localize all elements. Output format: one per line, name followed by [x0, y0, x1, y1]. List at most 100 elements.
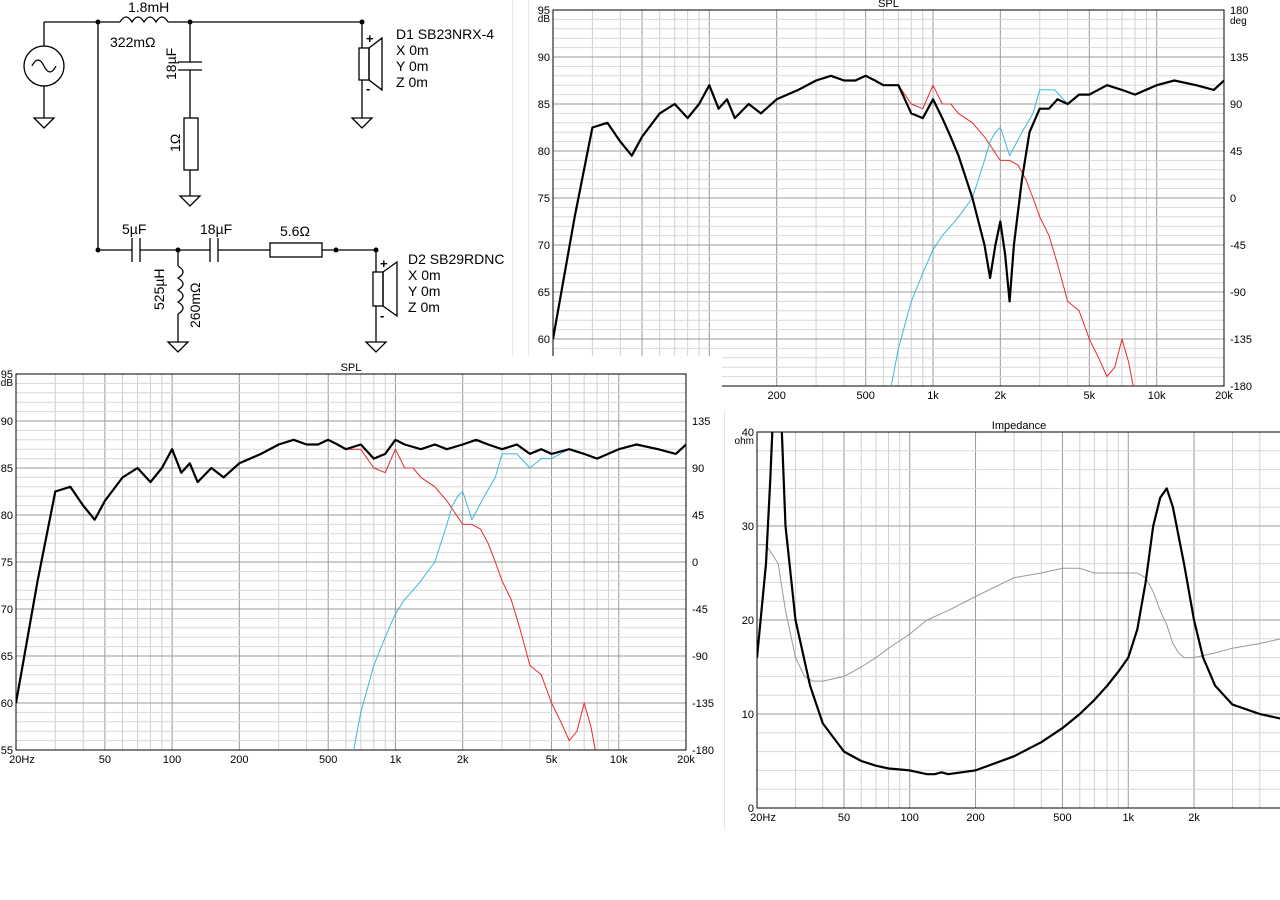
inductor-l2 — [176, 265, 184, 315]
x-tick-label: 50 — [838, 812, 850, 824]
y2-tick-label: 135 — [1230, 52, 1248, 64]
c3-value-label: 18µF — [200, 221, 232, 237]
d1-minus-label: - — [366, 81, 370, 96]
series-line-1 — [353, 444, 686, 750]
y2-tick-label: 180 — [1230, 5, 1248, 17]
ground-icon — [32, 117, 56, 129]
x-tick-label: 500 — [319, 754, 337, 766]
x-tick-label: 200 — [230, 754, 248, 766]
sine-icon — [31, 59, 57, 73]
c1-value-label: 18µF — [163, 48, 179, 80]
x-tick-label: 20k — [677, 754, 695, 766]
y-tick-label: 85 — [1, 463, 13, 475]
y2-tick-label: -180 — [1230, 381, 1252, 393]
l1-resistance-label: 322mΩ — [110, 34, 156, 50]
x-tick-label: 10k — [1148, 390, 1166, 402]
y-tick-label: 40 — [742, 427, 754, 439]
d1-plus-label: + — [366, 31, 374, 46]
series-line-0 — [757, 544, 1280, 682]
y-tick-label: 55 — [1, 745, 13, 757]
impedance-chart: Impedance 20Hz 50 100 200 500 1k 2k 0 10 20 30 40 ohm — [724, 410, 1280, 830]
grid — [756, 431, 1280, 809]
d2-z-label: Z 0m — [408, 299, 440, 315]
series-group — [16, 438, 686, 750]
y2-tick-label: -45 — [692, 604, 708, 616]
y-tick-label: 10 — [742, 709, 754, 721]
y-tick-label: 95 — [538, 5, 550, 17]
y2-tick-label: 45 — [692, 510, 704, 522]
y-tick-label: 60 — [538, 334, 550, 346]
x-tick-label: 20Hz — [9, 754, 35, 766]
y2-tick-label: -180 — [692, 745, 714, 757]
inductor-l1 — [119, 16, 169, 24]
resistor-r1 — [183, 117, 199, 171]
plot-frame — [552, 9, 1225, 387]
d1-x-label: X 0m — [396, 42, 429, 58]
series-group — [757, 432, 1280, 776]
y-tick-label: 60 — [1, 698, 13, 710]
ground-icon — [178, 195, 202, 207]
y2-unit-label: deg — [1230, 16, 1247, 27]
y2-tick-label: 0 — [1230, 193, 1236, 205]
ground-icon — [364, 341, 388, 353]
x-tick-label: 1k — [390, 754, 402, 766]
schematic-drawing: 1.8mH 322mΩ 18µF 1Ω D1 SB23NRX-4 X 0m Y … — [23, 0, 504, 353]
chart-title: SPL — [341, 362, 362, 374]
y-tick-label: 0 — [748, 803, 754, 815]
d1-name-label: D1 SB23NRX-4 — [396, 26, 494, 42]
d1-y-label: Y 0m — [396, 58, 428, 74]
y-tick-label: 80 — [538, 146, 550, 158]
resistor-r2 — [269, 242, 323, 258]
y2-tick-label: 135 — [692, 416, 710, 428]
series-line-1 — [890, 80, 1224, 386]
d2-x-label: X 0m — [408, 267, 441, 283]
y-tick-label: 90 — [1, 416, 13, 428]
x-tick-label: 20k — [1215, 390, 1233, 402]
crossover-schematic: 1.8mH 322mΩ 18µF 1Ω D1 SB23NRX-4 X 0m Y … — [0, 0, 513, 356]
y-tick-label: 95 — [1, 369, 13, 381]
x-tick-label: 1k — [1122, 812, 1134, 824]
x-tick-label: 10k — [610, 754, 628, 766]
chart-title: Impedance — [992, 420, 1046, 432]
grid — [552, 9, 1225, 387]
y2-tick-label: 0 — [692, 557, 698, 569]
r2-value-label: 5.6Ω — [280, 223, 310, 239]
x-tick-label: 5k — [546, 754, 558, 766]
grid — [15, 373, 687, 751]
y-tick-label: 75 — [1, 557, 13, 569]
c2-value-label: 5µF — [122, 221, 146, 237]
spl-chart-bottom-plot: SPL 20Hz 50 100 200 500 1k 2k 5k 10k 20k 55 60 65 70 75… — [1, 362, 714, 766]
x-tick-label: 1k — [927, 390, 939, 402]
plot-frame — [756, 431, 1280, 809]
ground-icon — [166, 341, 190, 353]
x-tick-label: 500 — [856, 390, 874, 402]
ground-icon — [350, 117, 374, 129]
spl-chart-summed: SPL 20Hz 50 100 200 500 1k 2k 5k 10k 20k 55 60 65 70 75… — [0, 356, 722, 776]
series-group — [553, 74, 1224, 386]
y-tick-label: 80 — [1, 510, 13, 522]
y-unit-label: ohm — [735, 436, 754, 447]
l2-value-label: 525µH — [151, 268, 167, 310]
d2-name-label: D2 SB29RDNC — [408, 251, 504, 267]
x-tick-label: 5k — [1084, 390, 1096, 402]
y-tick-label: 65 — [538, 287, 550, 299]
y-tick-label: 30 — [742, 521, 754, 533]
y-tick-label: 70 — [538, 240, 550, 252]
r1-value-label: 1Ω — [167, 134, 183, 152]
series-line-2 — [553, 74, 1224, 340]
x-tick-label: 200 — [767, 390, 785, 402]
driver-d2 — [372, 271, 384, 307]
d1-z-label: Z 0m — [396, 74, 428, 90]
driver-d1 — [358, 47, 370, 81]
x-tick-label: 2k — [457, 754, 469, 766]
y2-tick-label: -90 — [1230, 287, 1246, 299]
y2-tick-label: -135 — [692, 698, 714, 710]
y2-tick-label: 45 — [1230, 146, 1242, 158]
d2-plus-label: + — [380, 256, 388, 271]
y2-tick-label: 90 — [692, 463, 704, 475]
y-tick-label: 75 — [538, 193, 550, 205]
y-tick-label: 65 — [1, 651, 13, 663]
spl-chart-top-plot: SPL20Hz501002005001k2k5k10k20k5560657075… — [538, 0, 1252, 402]
x-tick-label: 2k — [1188, 812, 1200, 824]
